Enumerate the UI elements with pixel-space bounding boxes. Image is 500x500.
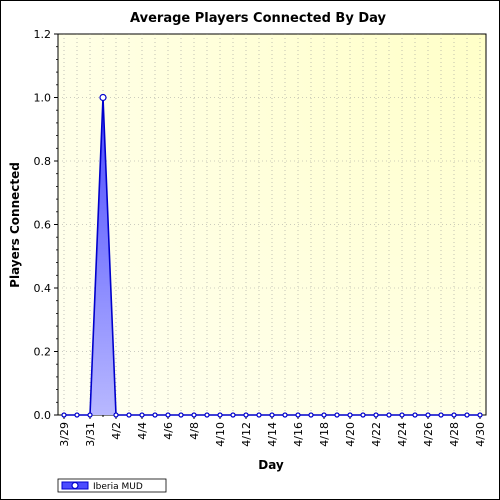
data-point [87,412,93,418]
grid-lines [58,34,486,415]
x-tick-label: 4/22 [370,422,383,447]
data-point [165,412,171,418]
data-point [74,412,80,418]
data-point [152,412,158,418]
data-point [113,412,119,418]
x-tick-label: 4/4 [136,422,149,440]
x-tick-label: 4/28 [448,422,461,447]
data-point [477,412,483,418]
data-point [139,412,145,418]
series-layer [61,93,483,418]
data-point [399,412,405,418]
data-point [178,412,184,418]
data-point [295,412,301,418]
x-tick-label: 4/6 [162,422,175,440]
data-point [217,412,223,418]
y-tick-label: 1.2 [34,28,52,41]
data-point [308,412,314,418]
x-tick-label: 4/20 [344,422,357,447]
data-point [464,412,470,418]
data-point [412,412,418,418]
x-tick-label: 4/14 [266,422,279,447]
tick-labels: 0.0 0.2 0.4 0.6 0.8 1.0 1.2 3/29 3/31 4/2 4/4 4/6 4/… [34,28,488,447]
data-point [373,412,379,418]
data-point [425,412,431,418]
y-tick-label: 0.0 [34,409,52,422]
chart-title: Average Players Connected By Day [130,11,386,26]
y-tick-label: 0.6 [34,219,52,232]
data-point [386,412,392,418]
data-point [438,412,444,418]
x-tick-label: 4/16 [292,422,305,447]
data-point [451,412,457,418]
legend-label: Iberia MUD [93,482,143,492]
x-axis-title: Day [258,458,284,472]
data-point [360,412,366,418]
x-tick-label: 3/29 [58,422,71,447]
y-tick-label: 0.8 [34,155,52,168]
y-tick-label: 0.2 [34,346,52,359]
y-axis-title: Players Connected [8,162,22,288]
x-tick-label: 3/31 [84,422,97,447]
data-point [204,412,210,418]
series-area [64,97,480,415]
x-tick-label: 4/18 [318,422,331,447]
data-point [191,412,197,418]
data-point [256,412,262,418]
legend-marker [71,481,79,490]
data-point [269,412,275,418]
data-point [230,412,236,418]
data-point [126,412,132,418]
x-tick-label: 4/8 [188,422,201,440]
x-tick-label: 4/26 [422,422,435,447]
x-tick-label: 4/30 [474,422,487,447]
x-tick-label: 4/24 [396,422,409,447]
data-point [99,93,107,102]
data-point [321,412,327,418]
x-tick-label: 4/10 [214,422,227,447]
x-tick-label: 4/2 [110,422,123,440]
data-point [334,412,340,418]
legend: Iberia MUD [57,478,167,493]
data-point [243,412,249,418]
data-point [61,412,67,418]
y-tick-label: 0.4 [34,282,52,295]
data-point [282,412,288,418]
x-tick-label: 4/12 [240,422,253,447]
y-tick-label: 1.0 [34,92,52,105]
data-point [347,412,353,418]
